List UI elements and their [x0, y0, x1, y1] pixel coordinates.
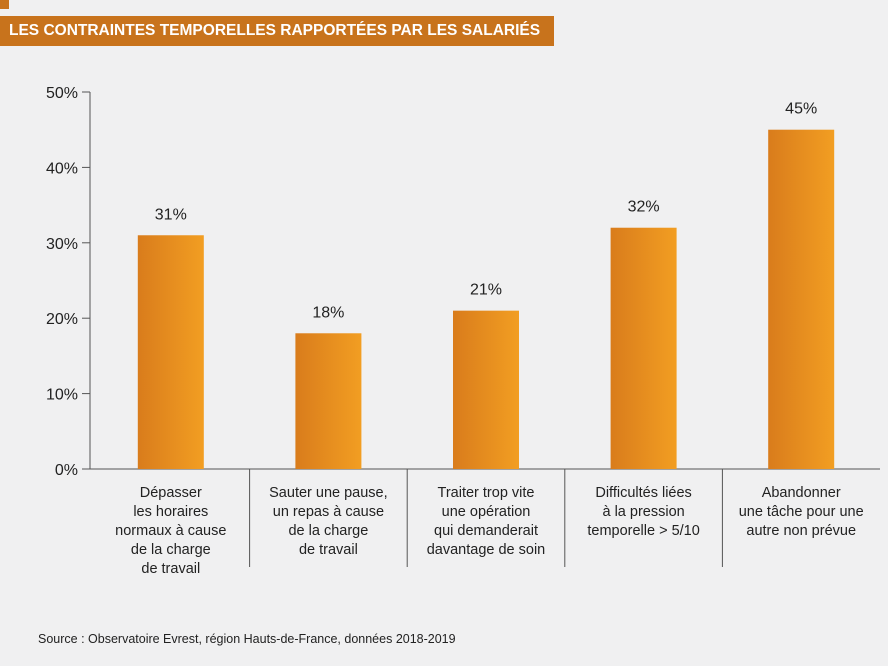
corner-accent [0, 0, 9, 9]
source-note: Source : Observatoire Evrest, région Hau… [38, 632, 456, 646]
x-category-label: Difficultés liées [595, 485, 691, 501]
bar [295, 333, 362, 469]
x-category-label: Sauter une pause, [269, 485, 388, 501]
x-category-label: de la charge [288, 523, 368, 539]
bar-value-label: 18% [312, 304, 344, 321]
bar [768, 129, 835, 469]
x-category-label: Abandonner [762, 485, 841, 501]
bar [137, 235, 204, 469]
x-category-label: Dépasser [140, 485, 202, 501]
x-category-label: qui demanderait [434, 523, 538, 539]
x-category-label: une opération [442, 504, 531, 520]
x-category-label: Traiter trop vite [438, 485, 535, 501]
bar-value-label: 32% [628, 199, 660, 216]
y-tick-label: 20% [46, 311, 78, 328]
x-category-label: de la charge [131, 542, 211, 558]
bars [137, 129, 835, 469]
y-tick-label: 50% [46, 85, 78, 102]
bar [610, 227, 677, 469]
bar-chart: 0% 10% 20% 30% 40% 50% 31% Dépasser les horaire… [46, 85, 880, 577]
x-category-label: de travail [141, 561, 200, 577]
bar-value-label: 31% [155, 206, 187, 223]
labels: 31% Dépasser les horaires normaux à cause de… [115, 101, 864, 577]
x-category-label: à la pression [602, 504, 684, 520]
chart-title: LES CONTRAINTES TEMPORELLES RAPPORTÉES P… [0, 16, 555, 46]
x-category-label: de travail [299, 542, 358, 558]
x-category-label: autre non prévue [746, 523, 856, 539]
y-tick-label: 40% [46, 160, 78, 177]
x-category-label: les horaires [133, 504, 208, 520]
y-tick-label: 0% [55, 462, 78, 479]
bar [453, 310, 519, 469]
bar-value-label: 21% [470, 282, 502, 299]
x-category-label: temporelle > 5/10 [587, 523, 699, 539]
y-tick-label: 30% [46, 236, 78, 253]
x-category-label: un repas à cause [273, 504, 384, 520]
x-category-label: normaux à cause [115, 523, 226, 539]
bar-value-label: 45% [785, 101, 817, 118]
axes: 0% 10% 20% 30% 40% 50% [46, 85, 880, 567]
x-category-label: une tâche pour une [739, 504, 864, 520]
x-category-label: davantage de soin [427, 542, 546, 558]
y-tick-label: 10% [46, 387, 78, 404]
